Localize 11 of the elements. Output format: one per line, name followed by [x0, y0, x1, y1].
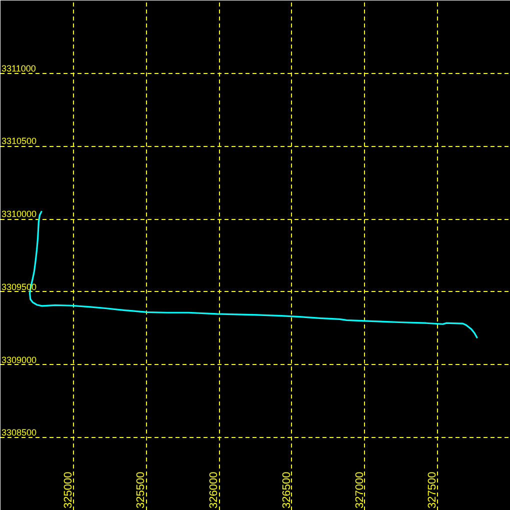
y-tick-label: 3311000	[2, 63, 36, 74]
x-tick-label: 325500	[135, 472, 148, 508]
y-tick-label: 3310000	[2, 209, 37, 220]
x-tick-label: 327000	[354, 472, 366, 508]
x-tick-label: 325000	[62, 472, 74, 508]
y-tick-label: 3308500	[2, 428, 37, 438]
x-tick-label: 326000	[208, 472, 220, 508]
x-tick-label: 326500	[280, 472, 293, 508]
y-tick-label: 3310500	[2, 136, 37, 146]
x-tick-label: 327500	[426, 472, 439, 508]
y-tick-label: 3309000	[2, 354, 37, 365]
